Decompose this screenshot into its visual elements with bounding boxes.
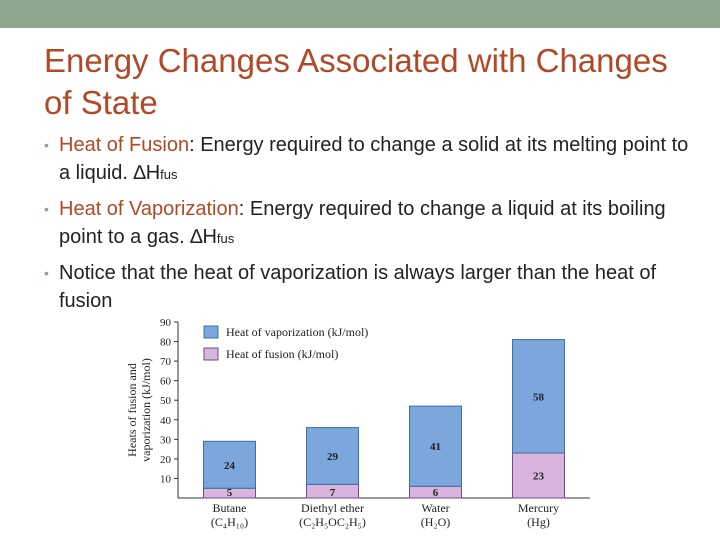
bullet-text: : Energy required to change a liquid at … [59, 198, 666, 248]
category-label: Diethyl ether [301, 501, 364, 515]
bullet-term: Heat of Fusion [59, 134, 190, 156]
bar-vaporization [512, 339, 565, 454]
y-axis-label-line2: vaporization (kJ/mol) [139, 358, 153, 462]
vaporization-value-label: 24 [224, 460, 236, 472]
fusion-value-label: 7 [330, 487, 336, 499]
bullet-notice: • Notice that the heat of vaporization is… [44, 259, 694, 315]
heat-of-fusion-vaporization-chart: 10 20 30 40 50 60 70 80 90 Heats of fusion and vap… [125, 317, 590, 529]
legend-label-fusion: Heat of fusion (kJ/mol) [226, 347, 338, 361]
bullet-subscript: fus [160, 167, 178, 182]
bullet-heat-of-vaporization: • Heat of Vaporization: Energy required t… [44, 195, 694, 253]
y-tick-label: 20 [160, 454, 172, 466]
bullet-term: Heat of Vaporization [59, 198, 239, 220]
category-formula-label: (C₄H₁₀) [211, 515, 248, 529]
y-tick-label: 70 [160, 356, 172, 368]
fusion-value-label: 23 [533, 471, 545, 483]
y-tick-label: 50 [160, 395, 172, 407]
y-tick-label: 30 [160, 434, 172, 446]
top-accent-bar [0, 0, 720, 28]
category-label: Water [421, 501, 449, 515]
vaporization-value-label: 29 [327, 451, 339, 463]
bullet-dot-icon: • [44, 137, 49, 153]
category-label: Butane [213, 501, 247, 515]
category-label: Mercury [518, 501, 559, 515]
bar-vaporization [306, 427, 359, 485]
legend-swatch-fusion [203, 347, 219, 361]
bullet-dot-icon: • [44, 201, 49, 217]
bullet-list: • Heat of Fusion: Energy required to chan… [44, 131, 694, 321]
bullet-subscript: fus [216, 231, 235, 246]
bullet-text: : Energy required to change a solid at i… [59, 134, 689, 184]
y-tick-label: 40 [160, 415, 172, 427]
legend-label-vaporization: Heat of vaporization (kJ/mol) [226, 325, 368, 339]
bar-vaporization [409, 405, 462, 487]
fusion-value-label: 6 [433, 487, 439, 499]
category-formula-label: (Hg) [527, 515, 550, 529]
bullet-heat-of-fusion: • Heat of Fusion: Energy required to chan… [44, 131, 694, 189]
y-tick-label: 80 [160, 337, 172, 349]
y-tick-label: 10 [160, 473, 172, 485]
y-tick-label: 60 [160, 376, 172, 388]
legend-swatch-vaporization [203, 325, 219, 339]
y-tick-label: 90 [160, 317, 172, 329]
fusion-value-label: 5 [227, 487, 233, 499]
y-axis-label-line1: Heats of fusion and [125, 363, 139, 457]
bullet-dot-icon: • [44, 265, 49, 281]
slide-title: Energy Changes Associated with Changes o… [44, 42, 668, 121]
category-formula-label: (C₂H₅OC₂H₅) [299, 515, 366, 529]
bullet-text: Notice that the heat of vaporization is … [59, 262, 657, 312]
vaporization-value-label: 41 [430, 441, 441, 453]
bar-vaporization [203, 440, 256, 489]
vaporization-value-label: 58 [533, 391, 545, 403]
category-formula-label: (H₂O) [421, 515, 451, 529]
